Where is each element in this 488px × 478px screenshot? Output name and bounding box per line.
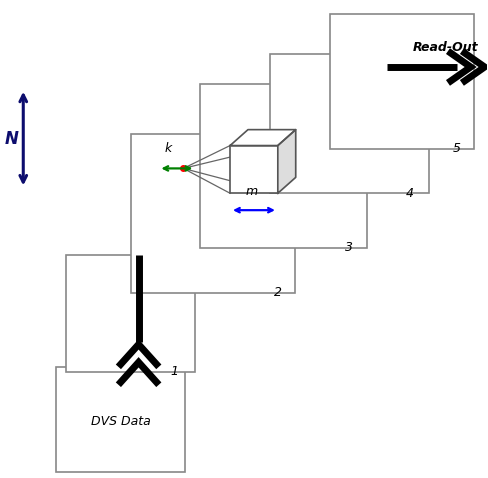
Bar [230, 145, 278, 193]
Bar [66, 255, 195, 372]
Bar [56, 367, 185, 472]
Text: k: k [165, 142, 172, 155]
Text: DVS Data: DVS Data [91, 415, 151, 428]
Text: 2: 2 [274, 286, 282, 299]
Text: m: m [246, 185, 258, 198]
Polygon shape [230, 130, 296, 145]
Text: 5: 5 [453, 141, 461, 154]
Text: Read-Out: Read-Out [413, 41, 479, 54]
Bar [131, 134, 295, 293]
Bar [329, 14, 474, 149]
Text: 1: 1 [170, 365, 179, 378]
Polygon shape [278, 130, 296, 193]
Bar [200, 84, 367, 248]
Text: 4: 4 [406, 187, 414, 200]
Bar [270, 54, 429, 193]
Text: 3: 3 [346, 241, 353, 254]
Text: N: N [4, 130, 18, 148]
